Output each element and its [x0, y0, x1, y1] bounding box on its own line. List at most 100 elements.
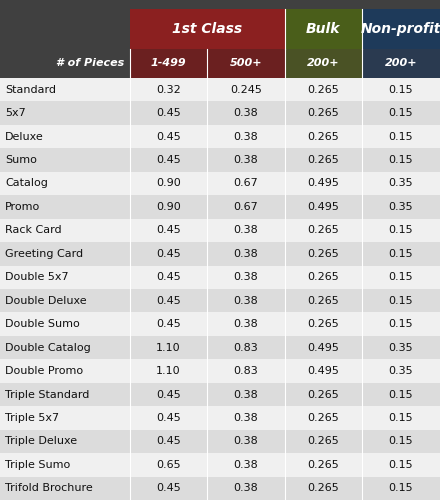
Bar	[130, 9, 285, 49]
Bar	[0, 336, 440, 359]
Bar	[0, 242, 440, 266]
Text: Greeting Card: Greeting Card	[5, 249, 84, 259]
Text: Triple Standard: Triple Standard	[5, 390, 90, 400]
Text: 0.265: 0.265	[308, 296, 339, 306]
Text: Triple 5x7: Triple 5x7	[5, 413, 59, 423]
Text: 0.35: 0.35	[389, 178, 413, 188]
Bar	[0, 360, 440, 383]
Bar	[0, 266, 440, 289]
Text: 0.15: 0.15	[389, 413, 413, 423]
Text: 0.15: 0.15	[389, 132, 413, 141]
Text: 0.35: 0.35	[389, 342, 413, 352]
Bar	[362, 9, 440, 49]
Text: 0.265: 0.265	[308, 484, 339, 494]
Bar	[0, 102, 440, 125]
Bar	[0, 218, 440, 242]
Bar	[0, 406, 440, 429]
Bar	[0, 172, 440, 195]
Text: 0.15: 0.15	[389, 319, 413, 329]
Text: Double Deluxe: Double Deluxe	[5, 296, 87, 306]
Text: 0.67: 0.67	[234, 202, 258, 212]
Text: 0.15: 0.15	[389, 84, 413, 94]
Text: 0.265: 0.265	[308, 226, 339, 235]
Bar	[0, 78, 440, 102]
Text: Catalog: Catalog	[5, 178, 48, 188]
Bar	[0, 476, 440, 500]
Text: 0.38: 0.38	[234, 226, 258, 235]
Text: Double 5x7: Double 5x7	[5, 272, 69, 282]
Text: 0.45: 0.45	[156, 132, 181, 141]
Bar	[285, 9, 362, 49]
Text: Double Catalog: Double Catalog	[5, 342, 91, 352]
Text: 0.15: 0.15	[389, 249, 413, 259]
Text: 0.32: 0.32	[156, 84, 181, 94]
Text: 0.38: 0.38	[234, 108, 258, 118]
Text: 0.45: 0.45	[156, 413, 181, 423]
Text: 0.35: 0.35	[389, 202, 413, 212]
Text: Non-profit: Non-profit	[361, 22, 440, 36]
Text: 0.15: 0.15	[389, 460, 413, 470]
Text: 0.38: 0.38	[234, 155, 258, 165]
Bar	[0, 453, 440, 476]
Text: 5x7: 5x7	[5, 108, 26, 118]
Text: 0.15: 0.15	[389, 296, 413, 306]
Text: 0.38: 0.38	[234, 436, 258, 446]
Text: 0.495: 0.495	[308, 342, 339, 352]
Bar	[0, 289, 440, 312]
Text: 0.15: 0.15	[389, 108, 413, 118]
Bar	[0, 383, 440, 406]
Text: 0.38: 0.38	[234, 272, 258, 282]
Text: 500+: 500+	[230, 58, 262, 68]
Bar	[285, 49, 362, 78]
Text: 1st Class: 1st Class	[172, 22, 242, 36]
Text: 1.10: 1.10	[156, 366, 181, 376]
Text: 0.45: 0.45	[156, 436, 181, 446]
Text: 0.45: 0.45	[156, 272, 181, 282]
Text: 0.38: 0.38	[234, 319, 258, 329]
Text: 0.38: 0.38	[234, 249, 258, 259]
Text: Deluxe: Deluxe	[5, 132, 44, 141]
Text: 0.65: 0.65	[156, 460, 181, 470]
Text: 0.265: 0.265	[308, 319, 339, 329]
Text: 1.10: 1.10	[156, 342, 181, 352]
Text: 0.265: 0.265	[308, 249, 339, 259]
Text: 0.245: 0.245	[230, 84, 262, 94]
Text: 0.495: 0.495	[308, 178, 339, 188]
Text: 0.38: 0.38	[234, 484, 258, 494]
Text: Triple Sumo: Triple Sumo	[5, 460, 70, 470]
Text: 0.67: 0.67	[234, 178, 258, 188]
Text: Double Sumo: Double Sumo	[5, 319, 80, 329]
Text: 0.15: 0.15	[389, 272, 413, 282]
Text: 0.38: 0.38	[234, 132, 258, 141]
Bar	[0, 312, 440, 336]
Text: Double Promo: Double Promo	[5, 366, 84, 376]
Text: 0.38: 0.38	[234, 390, 258, 400]
Text: 1-499: 1-499	[151, 58, 186, 68]
Bar	[0, 49, 130, 78]
Text: 0.265: 0.265	[308, 108, 339, 118]
Text: Bulk: Bulk	[306, 22, 341, 36]
Bar	[0, 195, 440, 218]
Bar	[0, 125, 440, 148]
Text: 0.83: 0.83	[234, 366, 258, 376]
Bar	[0, 430, 440, 453]
Text: 0.265: 0.265	[308, 132, 339, 141]
Text: 0.38: 0.38	[234, 460, 258, 470]
Text: 0.15: 0.15	[389, 436, 413, 446]
Text: 0.90: 0.90	[156, 202, 181, 212]
Bar	[0, 148, 440, 172]
Text: 0.15: 0.15	[389, 226, 413, 235]
Text: 0.38: 0.38	[234, 413, 258, 423]
Text: Rack Card: Rack Card	[5, 226, 62, 235]
Text: 0.15: 0.15	[389, 484, 413, 494]
Text: # of Pieces: # of Pieces	[56, 58, 125, 68]
Bar	[0, 9, 130, 49]
Text: 0.265: 0.265	[308, 84, 339, 94]
Bar	[362, 49, 440, 78]
Bar	[130, 49, 207, 78]
Text: 0.495: 0.495	[308, 202, 339, 212]
Text: 0.83: 0.83	[234, 342, 258, 352]
Text: 0.45: 0.45	[156, 390, 181, 400]
Bar	[0, 0, 440, 9]
Text: 0.90: 0.90	[156, 178, 181, 188]
